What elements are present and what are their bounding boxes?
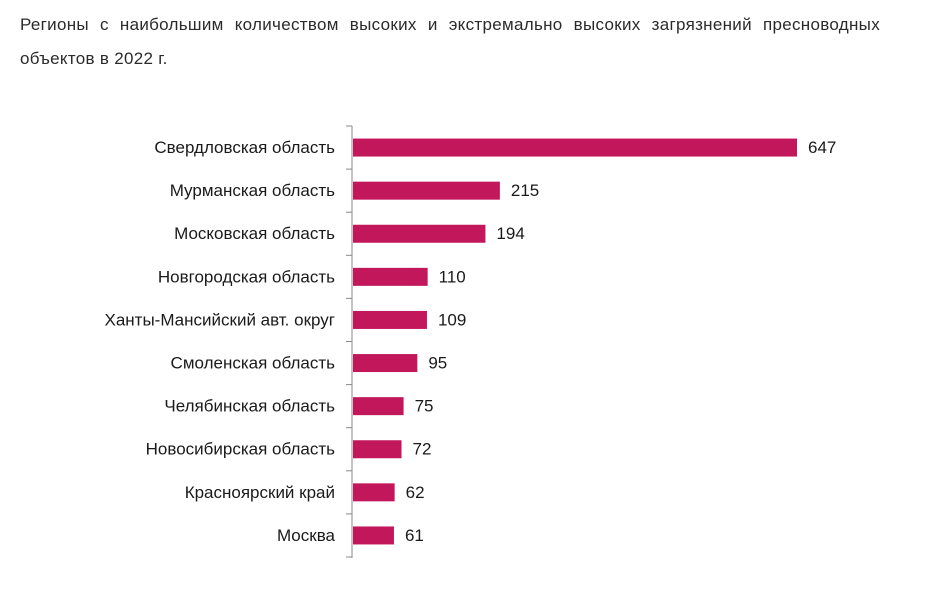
category-label: Мурманская область [170,181,335,200]
bar [353,138,797,157]
value-label: 194 [496,224,524,243]
bar [353,224,486,243]
value-label: 75 [415,397,434,416]
category-label: Красноярский край [185,483,335,502]
category-label: Свердловская область [154,138,335,157]
value-label: 95 [428,354,447,373]
category-label: Ханты-Мансийский авт. округ [104,310,335,329]
chart-title: Регионы с наибольшим количеством высоких… [20,15,880,68]
category-label: Москва [277,526,336,545]
bar [353,397,404,416]
category-label: Новгородская область [158,267,335,286]
value-label: 110 [439,267,466,286]
category-label: Московская область [174,224,335,243]
value-label: 215 [511,181,539,200]
bar [353,526,394,545]
bar [353,483,395,502]
value-label: 647 [808,138,836,157]
bar [353,440,402,459]
value-label: 62 [406,483,425,502]
category-label: Смоленская область [171,354,336,373]
category-label: Челябинская область [164,397,335,416]
bar [353,310,427,329]
bar [353,267,428,286]
value-label: 72 [413,440,432,459]
value-label: 109 [438,310,466,329]
bar [353,181,500,200]
bar [353,354,418,373]
category-label: Новосибирская область [146,440,335,459]
value-label: 61 [405,526,424,545]
